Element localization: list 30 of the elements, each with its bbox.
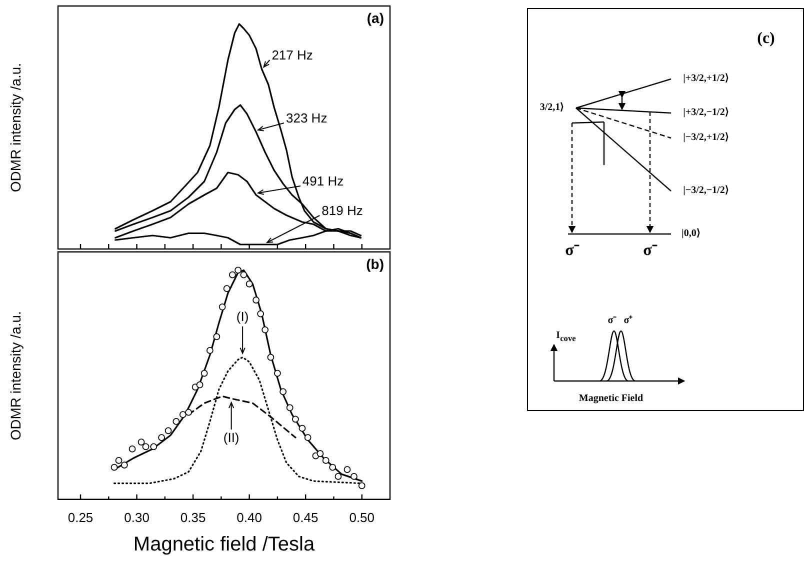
annotation: 323 Hz xyxy=(286,110,328,126)
text: |−3/2,+1/2⟩ xyxy=(683,132,729,143)
text: I$_{cove}$ xyxy=(556,330,576,344)
text: |+3/2,+1/2⟩ xyxy=(683,73,729,84)
text: |−3/2,−1/2⟩ xyxy=(683,185,729,196)
chart-title: (a) xyxy=(366,10,384,26)
x-tick-label: 0.30 xyxy=(124,510,150,525)
y-axis-title: ODMR intensity /a.u. xyxy=(7,62,24,192)
x-axis-title: Magnetic field /Tesla xyxy=(133,534,316,556)
text: Magnetic Field xyxy=(578,393,644,404)
annotation: (I) xyxy=(236,308,249,324)
text: |+3/2,−1/2⟩ xyxy=(683,107,729,118)
annotation: (II) xyxy=(223,430,240,446)
y-axis-title: ODMR intensity /a.u. xyxy=(7,311,24,440)
x-tick-label: 0.50 xyxy=(349,510,375,525)
text: σ⁻ xyxy=(608,315,616,326)
text: (c) xyxy=(757,30,775,47)
text: |0,0⟩ xyxy=(682,228,700,239)
x-tick-label: 0.25 xyxy=(68,510,94,525)
annotation: 819 Hz xyxy=(322,203,363,218)
text: σ⁺ xyxy=(624,315,632,326)
chart-title: (b) xyxy=(366,256,384,272)
text: 3/2,1⟩ xyxy=(540,102,564,113)
x-tick-label: 0.35 xyxy=(180,510,206,525)
annotation: 491 Hz xyxy=(302,174,344,189)
x-tick-label: 0.40 xyxy=(236,510,262,525)
x-tick-label: 0.45 xyxy=(292,510,318,525)
annotation: 217 Hz xyxy=(272,48,313,63)
text: σ⁻ xyxy=(643,242,657,259)
text: σ⁻ xyxy=(565,242,579,259)
